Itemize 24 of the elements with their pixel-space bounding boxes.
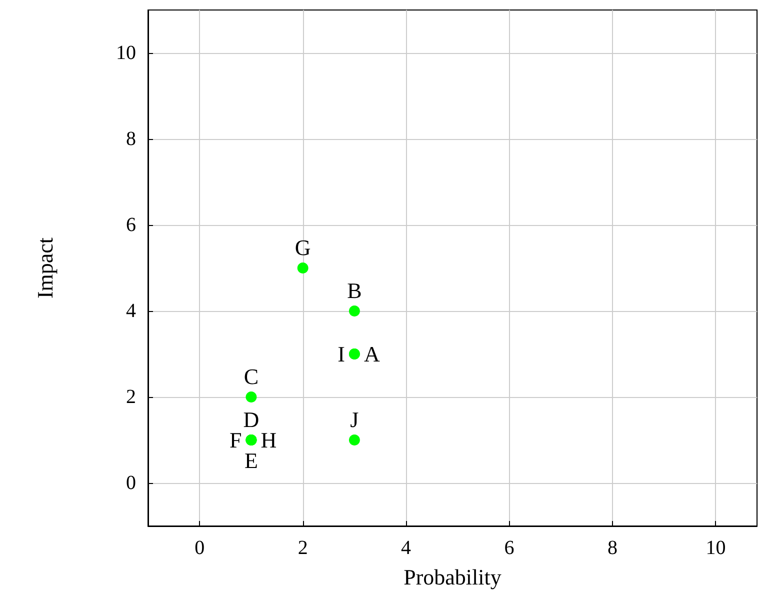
x-tick-label: 6 (504, 537, 514, 559)
data-label: I (338, 342, 345, 366)
x-axis-title: Probability (404, 564, 502, 590)
data-label: C (244, 364, 259, 389)
data-label: H (260, 428, 277, 452)
x-tick-label: 2 (298, 537, 308, 559)
data-label: D (243, 407, 260, 432)
y-tick-label: 2 (126, 386, 136, 408)
x-tick-label: 10 (706, 537, 726, 559)
data-label: A (364, 342, 380, 366)
data-label: G (294, 235, 311, 260)
y-tick-label: 4 (126, 300, 136, 322)
data-label: J (350, 407, 360, 432)
y-tick-label: 0 (126, 472, 136, 494)
x-tick-label: 4 (401, 537, 412, 559)
x-tick-label: 0 (194, 537, 205, 559)
data-label: B (347, 278, 362, 303)
y-axis-title: Impact (32, 237, 58, 299)
y-tick-label: 6 (126, 214, 136, 236)
data-label: E (244, 448, 258, 473)
y-tick-label: 8 (126, 128, 136, 150)
y-tick-label: 10 (116, 42, 136, 64)
x-tick-label: 8 (607, 537, 618, 559)
data-label: F (229, 428, 242, 452)
